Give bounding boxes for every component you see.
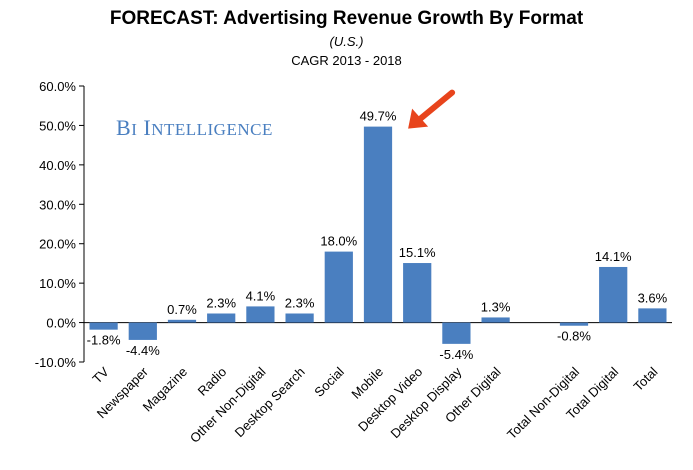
y-tick-label: 30.0% <box>39 197 76 212</box>
y-tick-label: 60.0% <box>39 79 76 94</box>
bar-social <box>324 251 353 323</box>
chart-title: FORECAST: Advertising Revenue Growth By … <box>109 8 584 29</box>
bar-desktop-display <box>442 322 471 344</box>
data-label: -1.8% <box>87 333 121 348</box>
data-label: 15.1% <box>399 245 436 260</box>
annotation-arrow-head <box>408 108 429 129</box>
category-label: Mobile <box>348 364 386 402</box>
category-label: Social <box>311 364 347 400</box>
data-label: -0.8% <box>557 329 591 344</box>
bar-other-non-digital <box>246 306 275 323</box>
data-label: 2.3% <box>206 296 236 311</box>
data-label: -5.4% <box>439 347 473 362</box>
bar-total <box>638 308 667 323</box>
bar-other-digital <box>481 317 510 323</box>
category-label: Desktop Search <box>232 364 308 440</box>
bar-total-digital <box>599 266 628 323</box>
annotation-arrow-shaft <box>415 89 456 124</box>
watermark-logo: BI INTELLIGENCE <box>116 115 273 140</box>
y-tick-label: -10.0% <box>35 355 77 370</box>
bar-tv <box>89 322 118 330</box>
data-label: 3.6% <box>638 290 668 305</box>
y-tick-label: 0.0% <box>46 316 76 331</box>
category-label: Radio <box>195 364 230 399</box>
data-label: 2.3% <box>285 296 315 311</box>
data-label: -4.4% <box>126 343 160 358</box>
data-label: 14.1% <box>595 249 632 264</box>
category-label: Total <box>630 364 660 394</box>
bar-radio <box>207 313 236 323</box>
data-label: 49.7% <box>360 109 397 124</box>
y-tick-label: 50.0% <box>39 118 76 133</box>
chart-subtitle-period: CAGR 2013 - 2018 <box>291 53 402 68</box>
y-tick-label: 10.0% <box>39 276 76 291</box>
bar-mobile <box>363 126 393 323</box>
category-label: TV <box>89 364 112 387</box>
y-tick-label: 40.0% <box>39 158 76 173</box>
data-label: 18.0% <box>320 234 357 249</box>
bar-magazine <box>167 319 197 323</box>
data-label: 4.1% <box>246 288 276 303</box>
bar-desktop-video <box>403 263 432 323</box>
bar-desktop-search <box>285 313 314 323</box>
bar-total-non-digital <box>559 322 589 326</box>
chart-subtitle: (U.S.) <box>329 34 364 49</box>
y-tick-label: 20.0% <box>39 237 76 252</box>
data-label: 1.3% <box>481 299 511 314</box>
category-label: Desktop Display <box>387 364 464 441</box>
data-label: 0.7% <box>167 302 197 317</box>
bar-newspaper <box>128 322 157 340</box>
